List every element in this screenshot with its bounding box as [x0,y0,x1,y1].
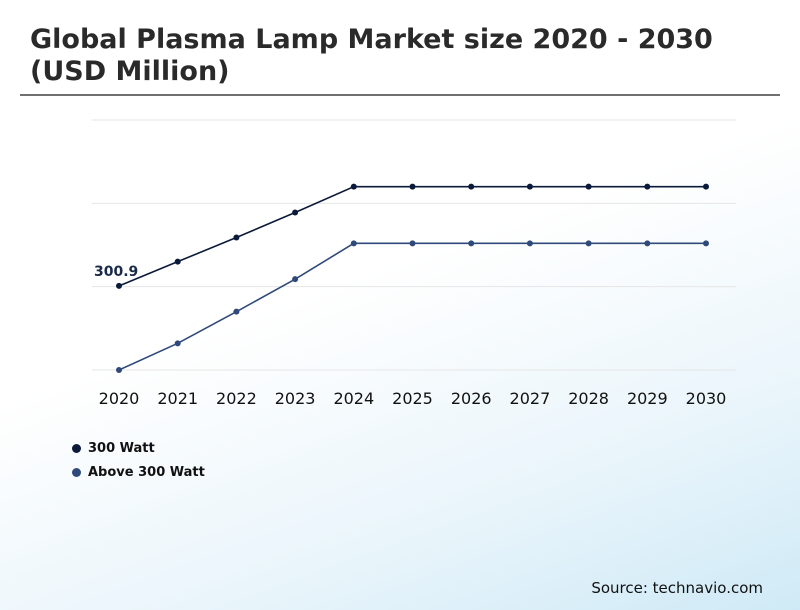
x-tick-label: 2023 [275,389,316,408]
data-point [174,340,181,347]
series-line-2 [118,242,706,371]
legend-item-300-watt[interactable]: 300 Watt [72,436,205,460]
data-labels: 300.9 [93,262,140,281]
x-tick-label: 2022 [216,389,257,408]
data-point [350,183,357,190]
data-point [468,183,475,190]
legend-marker [72,443,81,453]
legend-label: 300 Watt [88,440,155,456]
data-point [116,367,122,373]
source-credit: Source: technavio.com [591,579,763,597]
data-point [116,282,122,289]
data-point [703,240,709,247]
x-tick-label: 2026 [451,389,492,408]
legend-label: Above 300 Watt [88,464,205,480]
legend: 300 Watt Above 300 Watt [72,436,205,484]
x-axis-ticks: 2020 2021 2022 2023 2024 2025 2026 2027 2028 2029… [99,389,727,408]
x-tick-label: 2021 [157,389,198,408]
data-point [526,240,533,247]
data-point [233,308,240,315]
data-point [233,234,240,241]
series-lines [118,185,706,371]
title-divider [20,94,780,96]
gridlines [92,119,736,371]
x-tick-label: 2025 [392,389,433,408]
x-tick-label: 2029 [627,389,668,408]
data-point [585,183,592,190]
x-tick-label: 2020 [99,389,140,408]
x-tick-label: 2027 [510,389,551,408]
data-point [644,240,651,247]
data-point [409,183,416,190]
data-point [292,209,299,216]
series-points [116,183,709,373]
x-tick-label: 2024 [333,389,374,408]
data-point [174,258,181,265]
legend-item-above-300-watt[interactable]: Above 300 Watt [72,460,205,484]
series-line-1 [118,185,706,287]
chart-title: Global Plasma Lamp Market size 2020 - 20… [30,24,713,87]
data-point [350,240,357,247]
data-point [703,183,709,190]
data-point [409,240,416,247]
data-point [644,183,651,190]
data-point [468,240,475,247]
x-tick-label: 2030 [686,389,727,408]
x-tick-label: 2028 [568,389,609,408]
data-label: 300.9 [94,264,138,280]
data-point [292,276,299,283]
data-point [585,240,592,247]
data-point [526,183,533,190]
legend-marker [72,467,81,477]
